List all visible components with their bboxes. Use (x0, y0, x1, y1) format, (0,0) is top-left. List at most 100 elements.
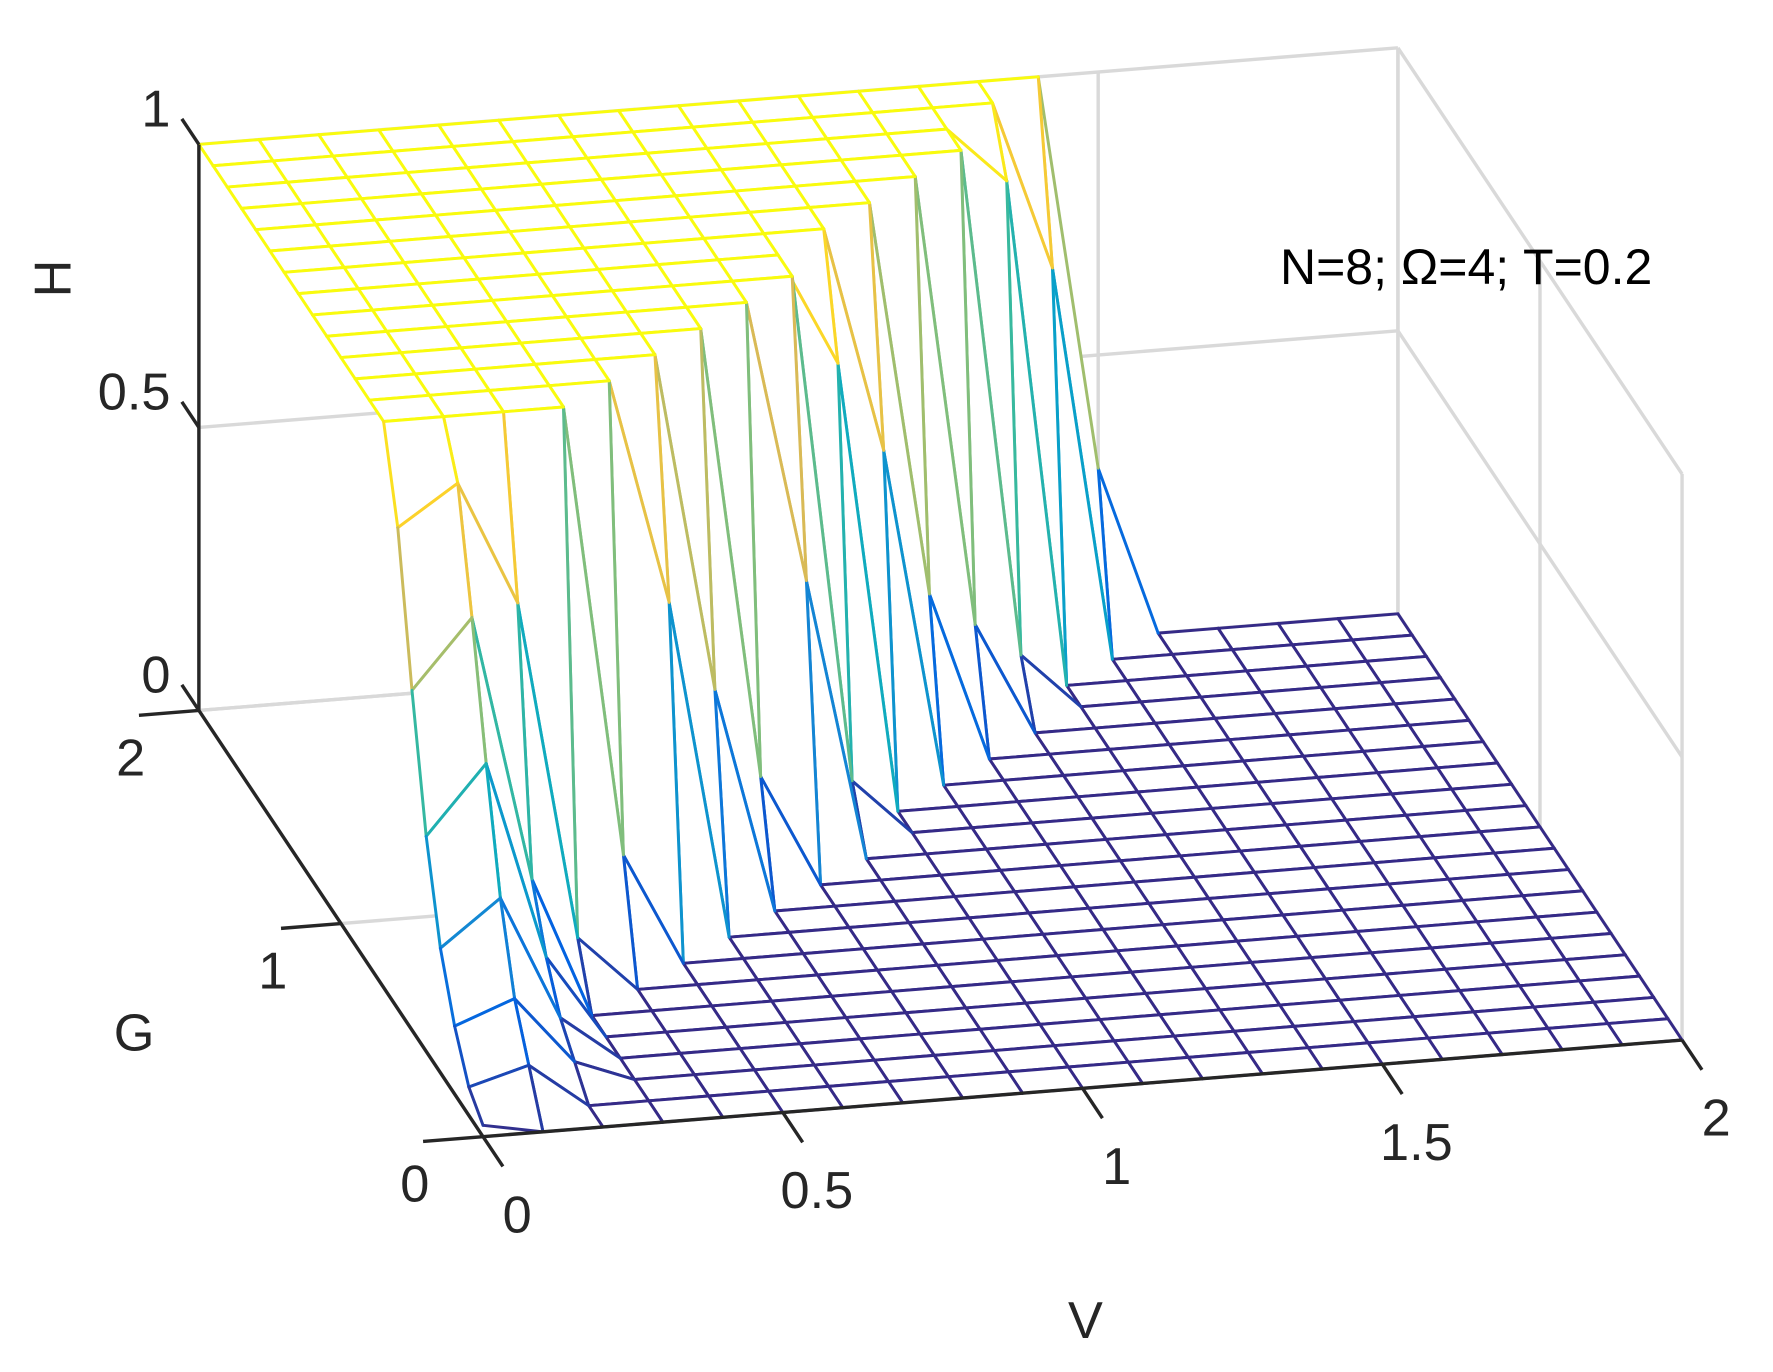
mesh-face (683, 958, 758, 985)
mesh-face (743, 953, 818, 980)
mesh-face (1508, 869, 1583, 896)
mesh-face (1300, 841, 1375, 868)
mesh-edge (1581, 889, 1599, 914)
mesh-edge (402, 261, 420, 286)
mesh-edge (453, 1024, 471, 1089)
mesh-edge (345, 175, 363, 201)
mesh-face (1243, 756, 1318, 783)
mesh-edge (382, 415, 446, 423)
mesh-face (943, 780, 1018, 807)
mesh-edge (1546, 1022, 1610, 1030)
mesh-face (1177, 941, 1252, 968)
mesh-face (495, 205, 570, 232)
mesh-face (1607, 1018, 1683, 1045)
mesh-edge (861, 942, 925, 951)
x-tick (781, 1111, 805, 1144)
mesh-edge (1464, 808, 1482, 834)
mesh-face (457, 483, 532, 879)
mesh-edge (419, 192, 438, 217)
mesh-edge (1019, 653, 1037, 735)
mesh-face (1353, 1016, 1429, 1043)
mesh-edge (1510, 782, 1528, 808)
mesh-edge (1396, 612, 1414, 637)
mesh-edge (1518, 979, 1581, 988)
mesh-edge (1121, 769, 1140, 794)
mesh-edge (438, 946, 457, 1028)
mesh-edge (1358, 835, 1422, 843)
mesh-face (869, 202, 944, 786)
mesh-face (651, 1005, 726, 1033)
mesh-face (1306, 661, 1381, 688)
mesh-edge (618, 1051, 682, 1060)
mesh-face (468, 1065, 543, 1132)
mesh-edge (399, 346, 463, 355)
mesh-face (615, 195, 690, 223)
mesh-edge (713, 687, 777, 913)
mesh-edge (822, 227, 886, 452)
mesh-edge (513, 997, 576, 1064)
mesh-edge (1309, 951, 1373, 960)
mesh-face (1103, 924, 1178, 951)
mesh-face (781, 160, 856, 187)
mesh-edge (1481, 740, 1499, 765)
mesh-face (640, 328, 715, 690)
mesh-face (1402, 900, 1477, 927)
mesh-edge (1052, 1044, 1070, 1069)
mesh-edge (1276, 622, 1294, 647)
mesh-edge (1426, 1031, 1490, 1040)
z-tick (180, 683, 201, 712)
mesh-edge (759, 775, 823, 887)
mesh-edge (1472, 1005, 1536, 1014)
mesh-edge (1139, 700, 1157, 725)
mesh-edge (1172, 1029, 1236, 1038)
mesh-edge (1549, 932, 1613, 940)
mesh-edge (691, 125, 709, 150)
mesh-face (478, 274, 553, 301)
mesh-edge (819, 878, 883, 887)
mesh-face (1437, 763, 1512, 790)
mesh-face (1148, 898, 1223, 925)
mesh-face (908, 917, 984, 944)
mesh-edge (677, 104, 695, 129)
mesh-edge (374, 213, 438, 222)
mesh-edge (1230, 648, 1248, 673)
mesh-edge (1352, 1015, 1416, 1024)
mesh-edge (1595, 910, 1613, 935)
mesh-edge (871, 106, 935, 115)
mesh-edge (1421, 740, 1485, 748)
mesh-edge (946, 1070, 1010, 1079)
mesh-face (771, 996, 846, 1023)
mesh-edge (1218, 1008, 1236, 1033)
mesh-edge (582, 246, 600, 271)
mesh-face (888, 1076, 963, 1103)
mesh-edge (756, 978, 774, 1003)
mesh-edge (921, 942, 939, 967)
mesh-edge (1398, 993, 1416, 1019)
mesh-edge (396, 526, 414, 692)
mesh-face (806, 580, 881, 885)
mesh-edge (1066, 1065, 1085, 1090)
mesh-edge (667, 600, 731, 939)
mesh-edge (481, 1123, 545, 1134)
mesh-face (475, 364, 550, 391)
mesh-edge (1306, 1046, 1324, 1071)
mesh-edge (1372, 861, 1391, 886)
mesh-face (435, 210, 510, 237)
mesh-edge (1207, 892, 1271, 901)
mesh-face (1169, 739, 1244, 766)
mesh-face (1491, 938, 1566, 965)
mesh-edge (724, 1020, 788, 1029)
mesh-edge (1429, 946, 1447, 971)
mesh-edge (1666, 1017, 1684, 1042)
mesh-edge (1270, 802, 1288, 827)
mesh-face (1279, 1000, 1354, 1027)
mesh-edge (1489, 936, 1553, 945)
mesh-face (694, 1069, 769, 1097)
mesh-face (517, 602, 592, 1016)
mesh-face (198, 139, 274, 166)
mesh-edge (1535, 910, 1599, 919)
mesh-edge (1415, 920, 1479, 929)
mesh-edge (885, 132, 903, 157)
mesh-face (732, 276, 807, 581)
mesh-face (1428, 1033, 1503, 1060)
